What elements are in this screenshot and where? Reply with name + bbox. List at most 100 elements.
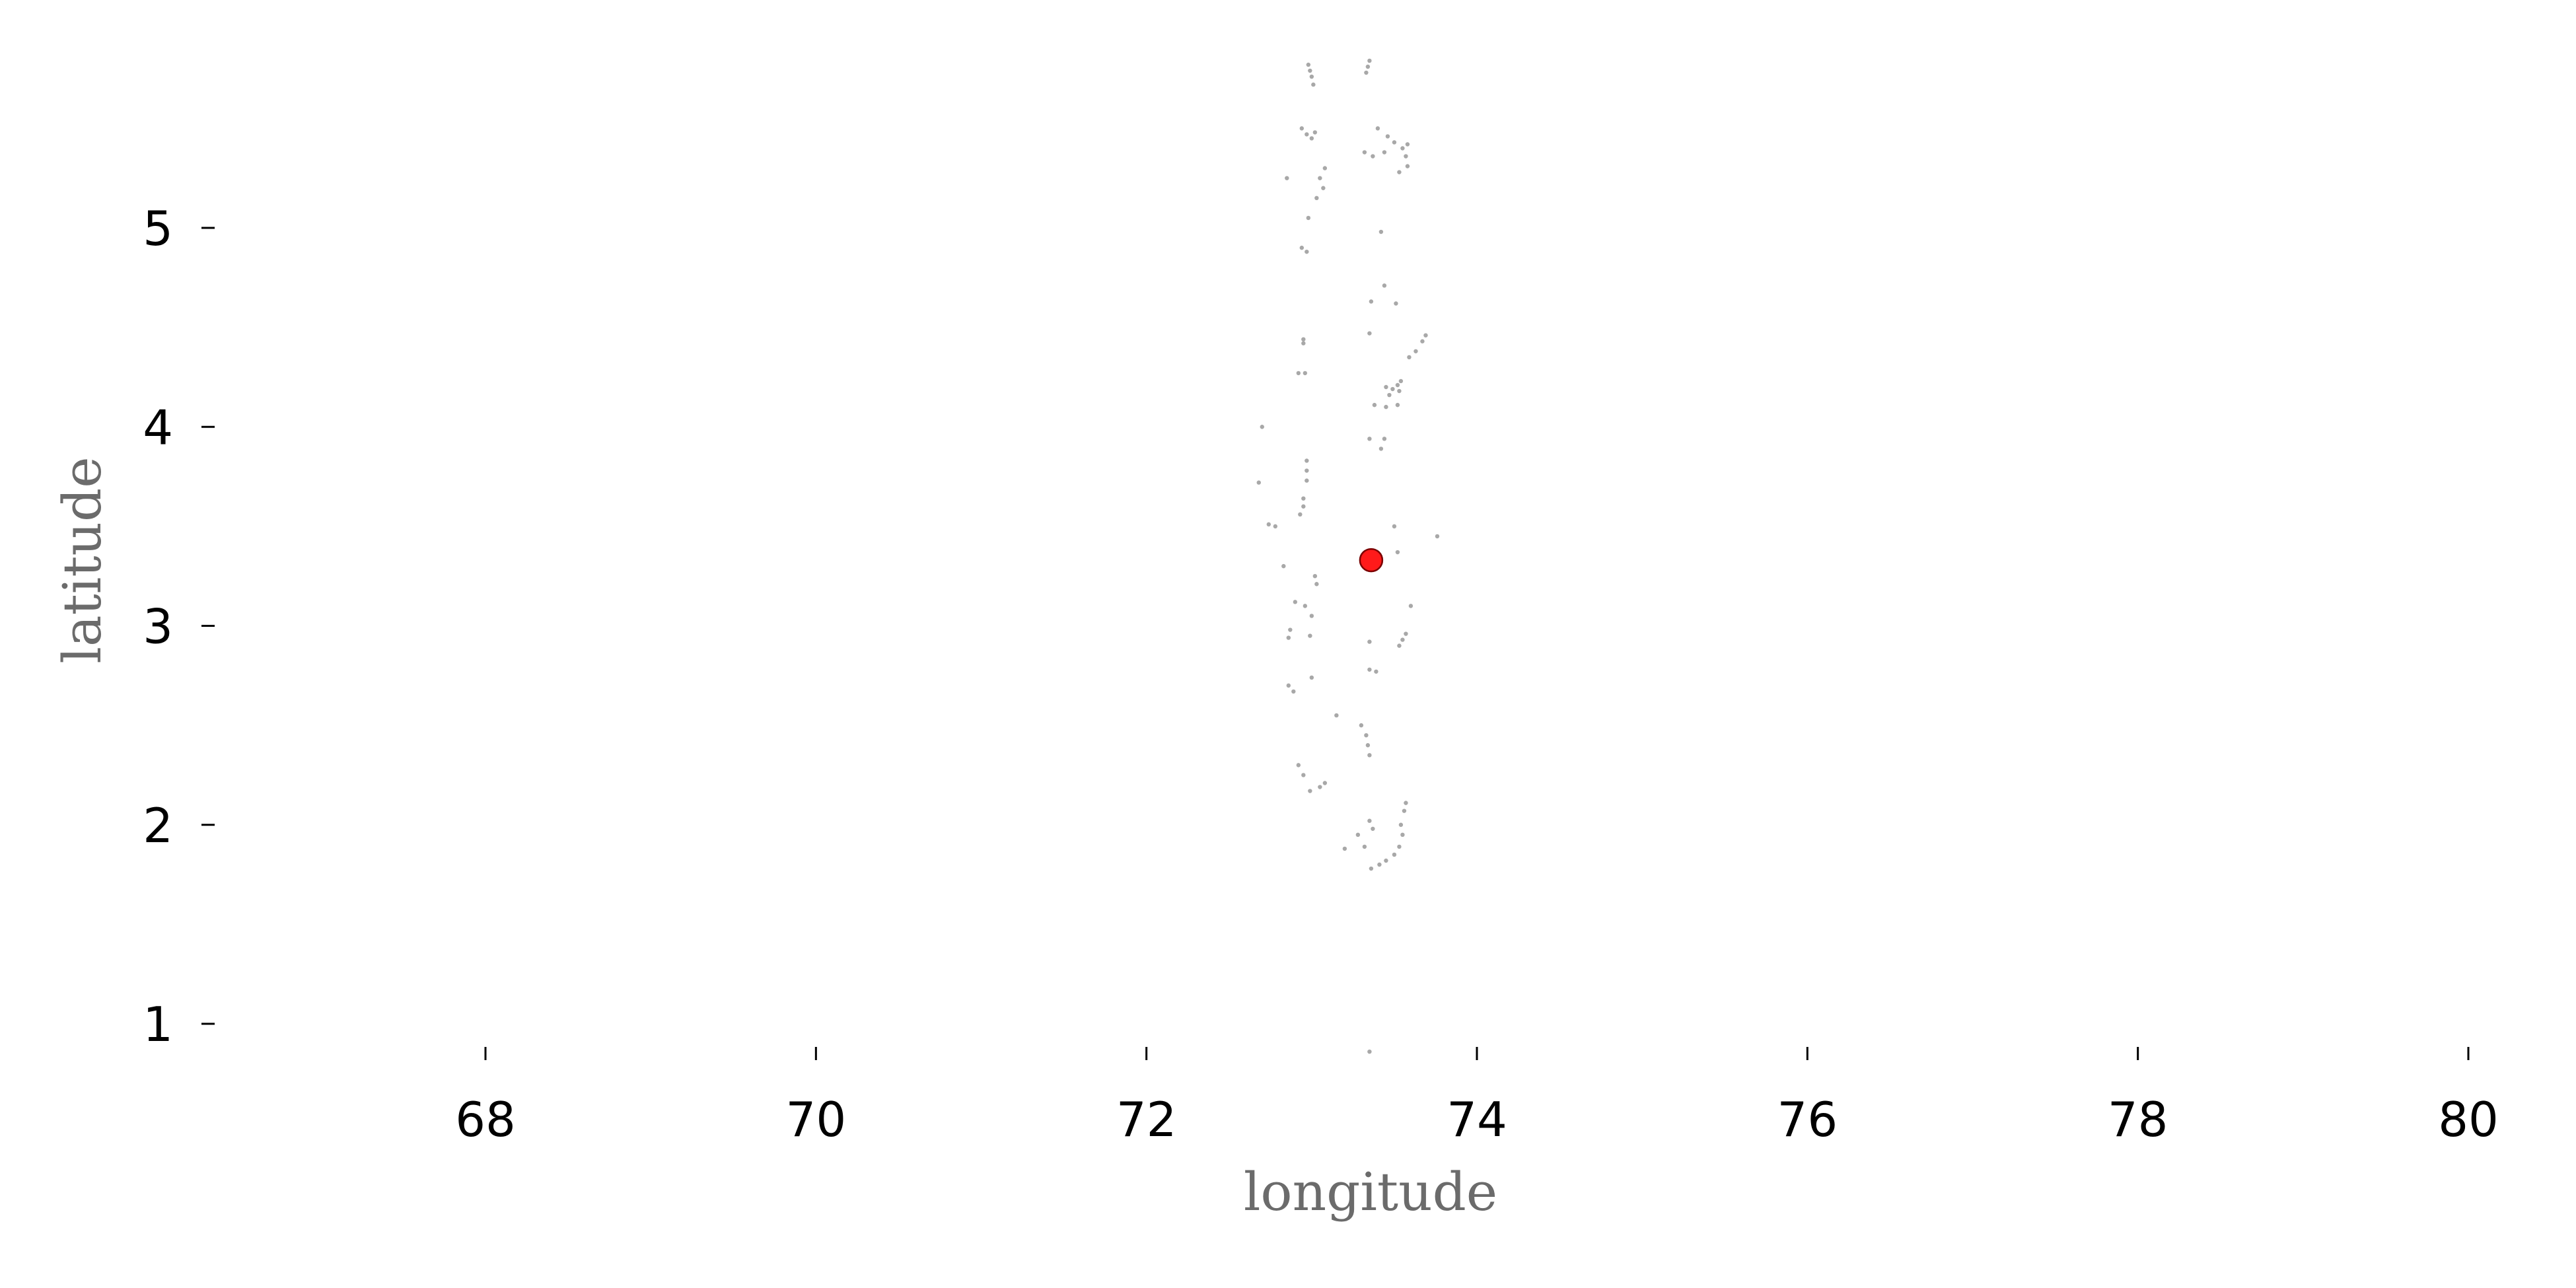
island-point: [1314, 582, 1319, 587]
island-point: [1395, 550, 1400, 555]
marker-layer: [1359, 548, 1384, 573]
x-axis-ticks: 68 70 72 74 76 78 80: [455, 1047, 2499, 1147]
island-point: [1318, 176, 1322, 180]
y-tick-label: 4: [143, 400, 173, 455]
island-point: [1314, 196, 1319, 201]
island-point: [1374, 669, 1378, 674]
island-point: [1365, 64, 1371, 69]
island-point: [1404, 801, 1408, 805]
island-point: [1334, 713, 1339, 718]
island-points: [1256, 58, 1440, 1054]
island-point: [1288, 627, 1293, 632]
island-point: [1400, 832, 1405, 838]
x-tick-label: 68: [455, 1092, 516, 1147]
island-point: [1371, 826, 1375, 831]
island-point: [1407, 355, 1412, 360]
y-tick-label: 3: [143, 599, 173, 655]
island-point: [1308, 68, 1312, 73]
island-point: [1384, 404, 1388, 410]
y-tick-label: 1: [143, 997, 173, 1052]
y-tick-label: 5: [143, 201, 173, 256]
y-tick-label: 2: [143, 798, 173, 853]
island-point: [1397, 844, 1402, 849]
island-point: [1392, 524, 1397, 529]
island-point: [1423, 333, 1428, 338]
island-point: [1285, 176, 1289, 180]
island-point: [1413, 349, 1418, 353]
island-point: [1420, 339, 1425, 343]
island-point: [1378, 229, 1384, 234]
island-point: [1367, 753, 1372, 758]
island-point: [1305, 468, 1309, 473]
island-point: [1364, 733, 1369, 738]
island-point: [1286, 683, 1291, 688]
island-point: [1384, 384, 1388, 390]
island-point: [1397, 643, 1402, 648]
island-point: [1402, 808, 1407, 813]
island-point: [1260, 425, 1264, 429]
island-point: [1384, 858, 1388, 863]
island-point: [1382, 283, 1387, 288]
island-point: [1367, 667, 1372, 672]
island-point: [1364, 70, 1369, 75]
x-axis-label: longitude: [1244, 1161, 1497, 1223]
x-tick-label: 72: [1116, 1092, 1177, 1147]
island-point: [1365, 743, 1371, 748]
x-tick-label: 76: [1777, 1092, 1838, 1147]
island-point: [1367, 331, 1372, 336]
island-point: [1367, 437, 1372, 441]
island-point: [1301, 504, 1306, 509]
x-tick-label: 80: [2438, 1092, 2499, 1147]
island-point: [1385, 134, 1390, 139]
island-point: [1305, 478, 1309, 483]
island-point: [1400, 637, 1405, 642]
island-point: [1291, 689, 1296, 694]
island-point: [1301, 773, 1306, 777]
island-point: [1362, 844, 1367, 849]
island-point: [1299, 245, 1305, 250]
island-point: [1303, 604, 1308, 608]
island-point: [1404, 631, 1408, 636]
island-point: [1286, 635, 1291, 640]
island-point: [1308, 633, 1312, 638]
island-point: [1435, 534, 1440, 539]
island-point: [1367, 58, 1372, 63]
island-point: [1397, 388, 1402, 394]
island-point: [1266, 522, 1271, 527]
island-point: [1382, 150, 1387, 155]
island-point: [1378, 447, 1384, 451]
island-point: [1306, 215, 1311, 221]
island-point: [1392, 140, 1397, 145]
island-point: [1312, 573, 1318, 579]
island-point: [1395, 402, 1400, 408]
island-point: [1371, 154, 1375, 159]
island-point: [1404, 154, 1408, 159]
island-point: [1395, 382, 1400, 388]
y-axis-label: latitude: [52, 456, 113, 663]
island-point: [1362, 150, 1367, 155]
island-point: [1408, 604, 1413, 608]
island-point: [1303, 371, 1308, 376]
island-point: [1306, 62, 1311, 67]
island-point: [1405, 142, 1410, 147]
island-point: [1308, 789, 1312, 793]
island-point: [1367, 818, 1372, 823]
island-point: [1305, 132, 1309, 137]
island-point: [1256, 480, 1261, 485]
island-point: [1372, 402, 1377, 408]
island-point: [1367, 1049, 1372, 1054]
island-point: [1377, 862, 1382, 867]
x-tick-label: 78: [2108, 1092, 2168, 1147]
island-point: [1398, 378, 1404, 384]
island-point: [1311, 82, 1316, 87]
island-point: [1400, 146, 1405, 151]
island-point: [1355, 832, 1361, 838]
island-point: [1298, 512, 1303, 517]
island-point: [1394, 301, 1398, 306]
island-point: [1309, 675, 1314, 680]
island-point: [1296, 763, 1301, 768]
island-point: [1359, 723, 1364, 728]
island-point: [1312, 130, 1318, 135]
island-point: [1293, 600, 1298, 604]
